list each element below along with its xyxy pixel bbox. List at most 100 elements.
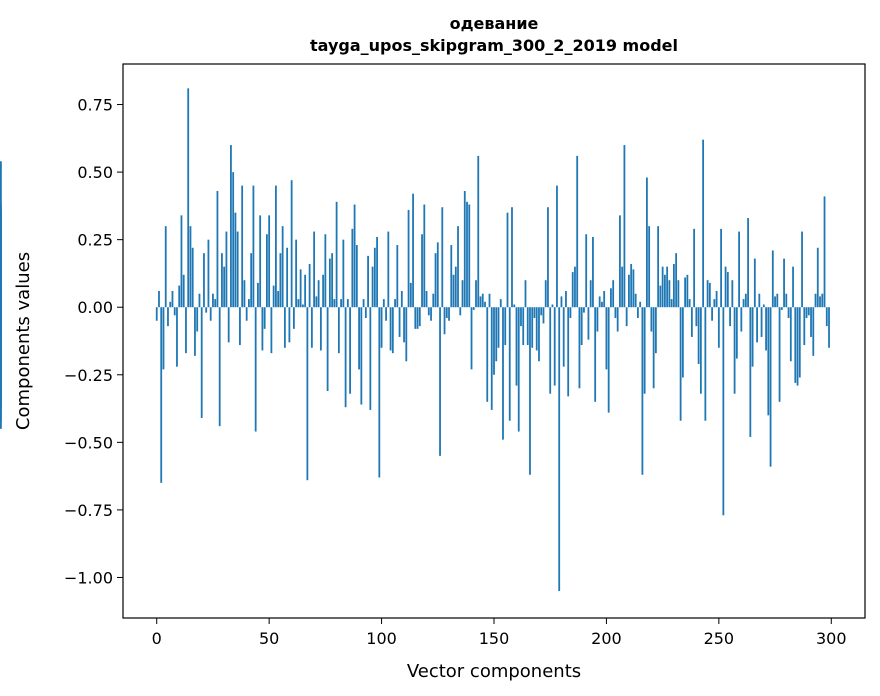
bar — [335, 201, 338, 308]
bar — [187, 88, 190, 308]
bar — [367, 255, 369, 308]
bar — [699, 307, 702, 394]
y-tick-label: −0.25 — [64, 366, 113, 385]
bar — [178, 285, 181, 308]
bar — [540, 307, 543, 316]
bar — [677, 280, 680, 308]
bar — [245, 307, 248, 321]
y-tick-label: 0.50 — [77, 163, 113, 182]
bar — [807, 307, 810, 316]
bar — [713, 299, 716, 308]
bar — [666, 266, 669, 308]
bar — [218, 307, 221, 427]
bar — [344, 307, 347, 408]
bar — [272, 285, 275, 308]
bar — [173, 307, 176, 316]
bar — [214, 299, 217, 308]
bar — [407, 209, 410, 308]
bar — [268, 215, 271, 308]
bar — [524, 280, 527, 308]
bar — [364, 307, 367, 319]
x-tick-label: 300 — [816, 629, 847, 648]
bar — [499, 299, 502, 308]
bar — [769, 307, 772, 467]
bar — [547, 207, 549, 308]
bar — [333, 299, 336, 308]
x-axis-ticks: 0 50 100 150 200 250 300 — [152, 618, 847, 648]
y-axis-label: Components values — [13, 252, 34, 430]
bar — [326, 307, 329, 391]
bar — [794, 307, 797, 383]
bar — [164, 226, 167, 308]
bar — [448, 307, 450, 321]
bar — [466, 201, 468, 308]
bar — [212, 293, 214, 308]
bar — [234, 212, 237, 308]
bar — [783, 258, 785, 308]
bar — [409, 282, 412, 308]
bar — [160, 307, 163, 483]
bar — [580, 307, 583, 346]
bar — [551, 304, 554, 308]
bar — [558, 307, 561, 591]
bar — [286, 247, 289, 308]
bar — [472, 307, 475, 310]
bar — [693, 228, 696, 308]
bar — [567, 307, 570, 397]
bar — [248, 299, 250, 308]
bar — [423, 204, 426, 308]
bar — [722, 307, 725, 516]
chart-subtitle: tayga_upos_skipgram_300_2_2019 model — [310, 36, 678, 55]
bar — [574, 266, 576, 308]
bar — [704, 307, 707, 421]
bar — [625, 307, 628, 327]
bar — [735, 307, 738, 359]
bar — [261, 307, 264, 351]
bar — [439, 307, 441, 456]
bar — [544, 280, 547, 308]
bar — [733, 307, 736, 394]
bar — [452, 274, 455, 308]
bar — [596, 307, 599, 332]
bar — [744, 293, 747, 308]
bar — [529, 307, 531, 475]
bar — [236, 231, 239, 308]
bar — [394, 299, 396, 308]
bar — [731, 280, 734, 308]
bars-group — [0, 88, 830, 591]
bar — [488, 293, 491, 308]
bar — [342, 239, 345, 308]
bar — [828, 307, 830, 348]
bar — [324, 234, 327, 308]
bar — [526, 307, 529, 346]
bar — [306, 307, 309, 481]
bar — [185, 307, 187, 354]
bar — [621, 266, 624, 308]
bar — [194, 307, 196, 356]
bar — [198, 293, 201, 308]
bar — [254, 307, 257, 432]
bar — [275, 185, 277, 308]
bar — [706, 280, 709, 308]
bar — [0, 307, 2, 321]
bar — [232, 172, 235, 308]
bar — [771, 250, 774, 308]
bar — [571, 272, 574, 308]
bar — [598, 296, 601, 308]
bar — [209, 307, 212, 321]
bar — [513, 304, 516, 308]
bar — [421, 234, 423, 308]
bar — [753, 258, 756, 308]
bar — [751, 307, 754, 367]
bar — [355, 245, 358, 308]
bar — [292, 307, 295, 329]
x-tick-label: 0 — [152, 629, 162, 648]
bar — [290, 180, 293, 308]
bar — [720, 228, 722, 308]
bar — [243, 280, 246, 308]
bar — [270, 307, 273, 354]
bar — [641, 307, 644, 475]
bar — [0, 307, 2, 429]
bar — [506, 212, 509, 308]
bar — [252, 185, 255, 308]
